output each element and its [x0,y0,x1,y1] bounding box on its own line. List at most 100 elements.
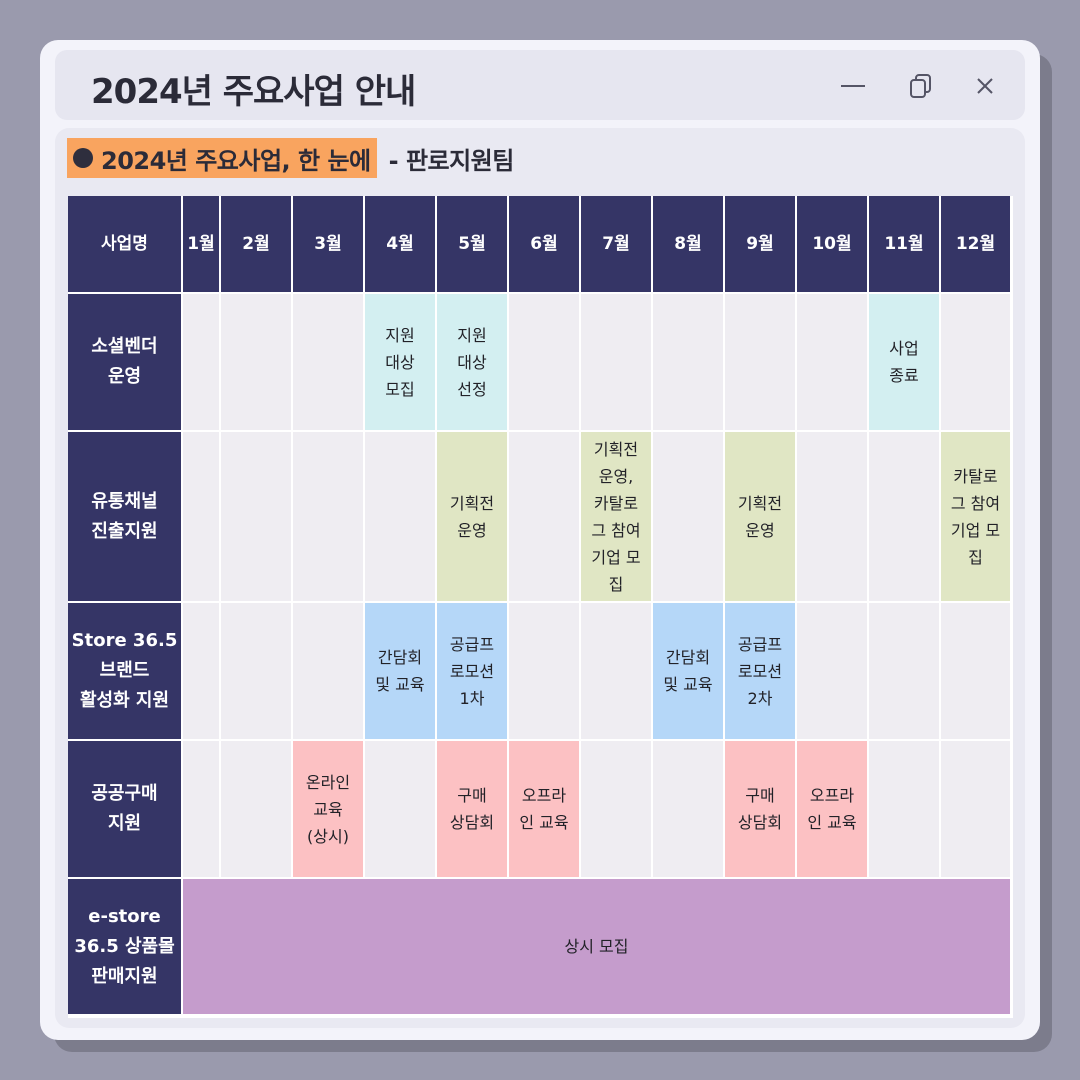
header-month-1: 1월 [183,196,219,292]
schedule-cell-r3-m8-text: 간담회 및 교육 [663,648,713,694]
schedule-cell-r2-m7: 기획전 운영, 카탈로 그 참여 기업 모 집 [581,432,651,601]
row-label-3-text: Store 36.5 브랜드 활성화 지원 [71,630,178,711]
row-label-1: 소셜벤더 운영 [68,294,181,430]
empty-cell-r3-m6 [509,603,579,739]
empty-cell-r3-m1 [183,603,219,739]
header-month-11: 11월 [869,196,939,292]
empty-cell-r2-m8 [653,432,723,601]
bullet-dot-icon [73,148,93,168]
empty-cell-r4-m12 [941,741,1010,877]
empty-cell-r4-m1 [183,741,219,877]
header-business-name-text: 사업명 [101,233,148,254]
header-month-8: 8월 [653,196,723,292]
schedule-cell-r2-m9-text: 기획전 운영 [737,493,783,540]
section-heading: 2024년 주요사업, 한 눈에 - 판로지원팀 [67,138,514,178]
schedule-cell-r1-m11: 사업 종료 [869,294,939,430]
close-button[interactable] [967,68,1003,104]
header-month-1-text: 1월 [187,233,215,254]
schedule-cell-r4-m10-text: 오프라 인 교육 [807,786,857,832]
header-month-9: 9월 [725,196,795,292]
schedule-cell-r3-m5: 공급프 로모션 1차 [437,603,507,739]
minimize-icon [841,85,865,87]
schedule-cell-r4-m10: 오프라 인 교육 [797,741,867,877]
empty-cell-r2-m1 [183,432,219,601]
empty-cell-r2-m4 [365,432,435,601]
minimize-button[interactable] [835,68,871,104]
schedule-cell-r4-m3-text: 온라인 교육 (상시) [305,772,351,846]
span-cell-5: 상시 모집 [183,879,1010,1014]
schedule-cell-r4-m9: 구매 상담회 [725,741,795,877]
header-month-2-text: 2월 [242,233,270,254]
span-cell-5-text: 상시 모집 [564,937,629,956]
empty-cell-r4-m4 [365,741,435,877]
copy-button[interactable] [903,68,939,104]
empty-cell-r3-m11 [869,603,939,739]
header-month-10: 10월 [797,196,867,292]
header-month-6-text: 6월 [530,233,558,254]
empty-cell-r1-m10 [797,294,867,430]
app-window: 2024년 주요사업 안내 2024년 주요사업, 한 눈에 - 판 [40,40,1040,1040]
empty-cell-r2-m6 [509,432,579,601]
empty-cell-r3-m2 [221,603,291,739]
row-label-5: e-store 36.5 상품몰 판매지원 [68,879,181,1014]
row-label-3: Store 36.5 브랜드 활성화 지원 [68,603,181,739]
empty-cell-r3-m10 [797,603,867,739]
row-label-5-text: e-store 36.5 상품몰 판매지원 [74,905,175,987]
row-label-2: 유통채널 진출지원 [68,432,181,601]
header-month-8-text: 8월 [674,233,702,254]
empty-cell-r3-m7 [581,603,651,739]
empty-cell-r4-m11 [869,741,939,877]
empty-cell-r4-m7 [581,741,651,877]
empty-cell-r4-m8 [653,741,723,877]
schedule-cell-r3-m5-text: 공급프 로모션 1차 [449,634,495,708]
header-business-name: 사업명 [68,196,181,292]
header-month-5: 5월 [437,196,507,292]
schedule-cell-r4-m5: 구매 상담회 [437,741,507,877]
schedule-cell-r4-m6-text: 오프라 인 교육 [519,786,569,832]
header-month-12: 12월 [941,196,1010,292]
schedule-cell-r3-m8: 간담회 및 교육 [653,603,723,739]
schedule-cell-r4-m3: 온라인 교육 (상시) [293,741,363,877]
empty-cell-r1-m9 [725,294,795,430]
header-month-9-text: 9월 [746,233,774,254]
empty-cell-r3-m12 [941,603,1010,739]
title-bar: 2024년 주요사업 안내 [55,50,1025,120]
empty-cell-r4-m2 [221,741,291,877]
schedule-cell-r2-m12: 카탈로 그 참여 기업 모 집 [941,432,1010,601]
schedule-cell-r3-m4: 간담회 및 교육 [365,603,435,739]
schedule-cell-r3-m9-text: 공급프 로모션 2차 [737,634,783,708]
row-label-2-text: 유통채널 진출지원 [91,490,158,542]
copy-icon [910,74,931,98]
header-month-5-text: 5월 [458,233,486,254]
schedule-cell-r1-m11-text: 사업 종료 [889,339,919,385]
empty-cell-r1-m8 [653,294,723,430]
schedule-cell-r1-m4: 지원 대상 모집 [365,294,435,430]
header-month-10-text: 10월 [812,233,852,254]
header-month-6: 6월 [509,196,579,292]
empty-cell-r2-m10 [797,432,867,601]
row-label-1-text: 소셜벤더 운영 [91,336,158,387]
empty-cell-r1-m3 [293,294,363,430]
window-title: 2024년 주요사업 안내 [91,72,416,112]
schedule-cell-r2-m5: 기획전 운영 [437,432,507,601]
header-month-7-text: 7월 [602,233,630,254]
schedule-cell-r2-m12-text: 카탈로 그 참여 기업 모 집 [950,466,1001,567]
empty-cell-r2-m2 [221,432,291,601]
header-month-4-text: 4월 [386,233,414,254]
schedule-cell-r4-m9-text: 구매 상담회 [737,786,783,832]
schedule-cell-r1-m5-text: 지원 대상 선정 [457,325,487,399]
schedule-cell-r1-m4-text: 지원 대상 모집 [385,325,415,399]
schedule-cell-r3-m4-text: 간담회 및 교육 [375,648,425,694]
row-label-4: 공공구매 지원 [68,741,181,877]
empty-cell-r3-m3 [293,603,363,739]
empty-cell-r2-m11 [869,432,939,601]
team-name: - 판로지원팀 [388,146,515,175]
schedule-cell-r2-m5-text: 기획전 운영 [449,493,495,540]
close-icon [977,78,993,94]
schedule-cell-r4-m6: 오프라 인 교육 [509,741,579,877]
schedule-cell-r4-m5-text: 구매 상담회 [449,786,495,832]
empty-cell-r1-m12 [941,294,1010,430]
schedule-cell-r2-m7-text: 기획전 운영, 카탈로 그 참여 기업 모 집 [591,439,641,594]
header-month-3-text: 3월 [314,233,342,254]
